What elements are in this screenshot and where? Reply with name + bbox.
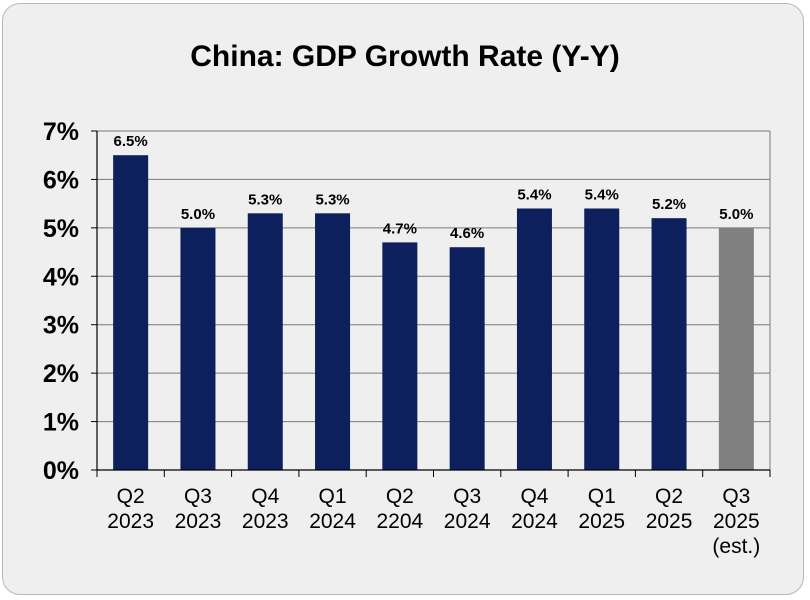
x-tick-label: Q3 (453, 485, 481, 508)
x-tick-label: 2025 (646, 510, 693, 533)
chart-title: China: GDP Growth Rate (Y-Y) (190, 40, 620, 73)
y-tick-label: 5% (43, 215, 79, 243)
x-tick-label: 2023 (107, 510, 154, 533)
data-label: 4.7% (383, 220, 417, 237)
bar (247, 213, 283, 471)
x-tick-label: Q1 (319, 485, 347, 508)
x-tick-label: (est.) (712, 535, 760, 558)
bar (516, 208, 552, 470)
y-tick-label: 2% (43, 360, 79, 388)
data-label: 5.0% (719, 206, 753, 223)
bar (449, 247, 485, 470)
x-tick-label: 2023 (175, 510, 222, 533)
x-tick-label: 2025 (713, 510, 760, 533)
bar (180, 227, 216, 470)
x-tick-label: Q2 (655, 485, 683, 508)
bar (718, 227, 754, 470)
x-tick-label: Q3 (722, 485, 750, 508)
x-tick-label: 2024 (309, 510, 356, 533)
y-tick-label: 1% (43, 409, 79, 437)
data-label: 4.6% (450, 225, 484, 242)
x-tick-label: 2025 (578, 510, 625, 533)
bar (382, 242, 418, 470)
data-label: 6.5% (114, 133, 148, 150)
x-tick-label: Q4 (520, 485, 548, 508)
data-label: 5.4% (517, 186, 551, 203)
y-tick-label: 4% (43, 263, 79, 291)
x-tick-label: Q1 (588, 485, 616, 508)
x-tick-label: Q4 (251, 485, 279, 508)
x-tick-label: Q2 (386, 485, 414, 508)
bar (315, 213, 351, 471)
data-label: 5.0% (181, 206, 215, 223)
y-tick-label: 6% (43, 166, 79, 194)
x-tick-label: 2204 (376, 510, 423, 533)
data-label: 5.3% (248, 191, 282, 208)
y-tick-label: 7% (43, 118, 79, 146)
y-tick-label: 0% (43, 457, 79, 485)
x-tick-label: 2024 (511, 510, 558, 533)
bar (584, 208, 620, 470)
data-label: 5.2% (652, 196, 686, 213)
data-label: 5.4% (585, 186, 619, 203)
bar (651, 218, 687, 470)
x-tick-label: 2023 (242, 510, 289, 533)
x-tick-label: 2024 (444, 510, 491, 533)
y-tick-label: 3% (43, 312, 79, 340)
x-tick-label: Q2 (117, 485, 145, 508)
data-label: 5.3% (315, 191, 349, 208)
bar (113, 155, 149, 470)
x-tick-label: Q3 (184, 485, 212, 508)
